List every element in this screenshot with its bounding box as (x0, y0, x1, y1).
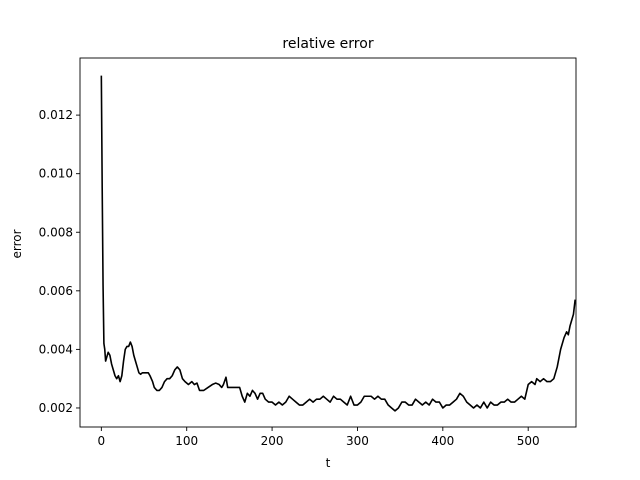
plot-area (79, 57, 577, 428)
y-tick-label: 0.010 (39, 167, 73, 181)
x-axis-ticks: 0 100 200 300 400 500 (98, 427, 540, 448)
y-tick-label: 0.004 (39, 342, 73, 356)
y-tick-label: 0.008 (39, 225, 73, 239)
plot-frame (79, 57, 577, 428)
y-tick-label: 0.002 (39, 401, 73, 415)
x-tick-label: 100 (175, 434, 198, 448)
x-tick-label: 0 (98, 434, 106, 448)
y-tick-label: 0.006 (39, 284, 73, 298)
chart-title: relative error (282, 36, 373, 52)
x-tick-label: 500 (517, 434, 540, 448)
y-axis-ticks: 0.002 0.004 0.006 0.008 0.010 0.012 (39, 108, 80, 415)
x-tick-label: 300 (346, 434, 369, 448)
x-tick-label: 200 (261, 434, 284, 448)
y-axis-label: error (10, 229, 24, 258)
series-line-0 (100, 75, 576, 412)
y-tick-label: 0.012 (39, 108, 73, 122)
x-tick-label: 400 (431, 434, 454, 448)
x-axis-label: t (326, 456, 331, 470)
